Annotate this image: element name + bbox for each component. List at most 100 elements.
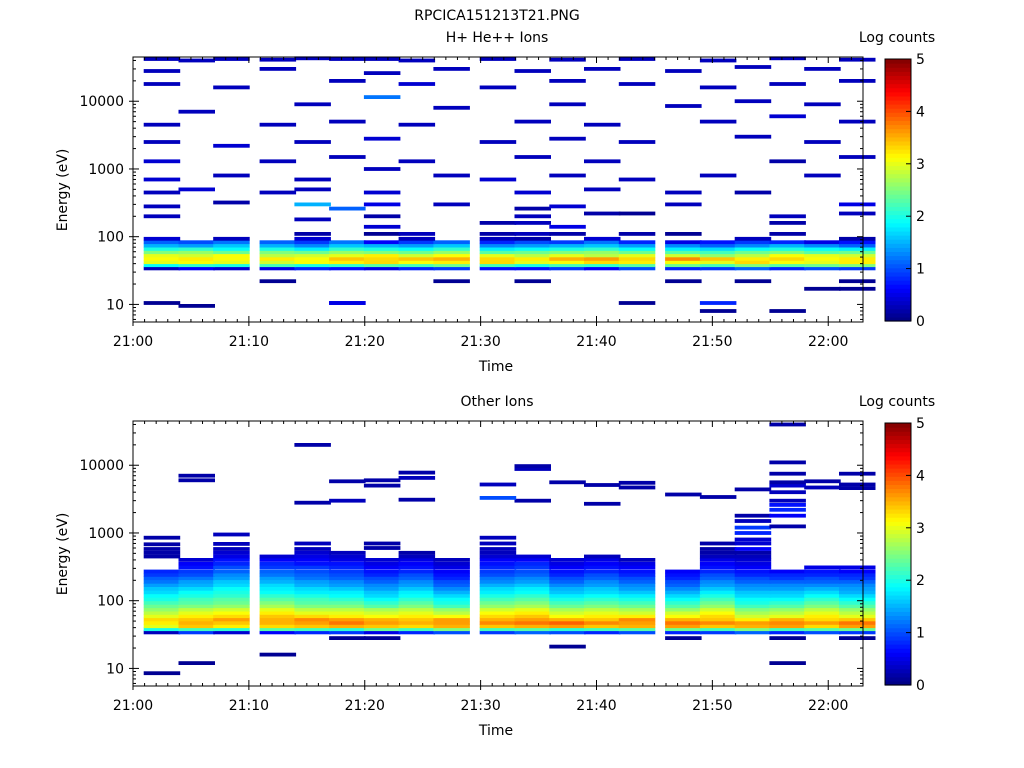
heatmap-cell xyxy=(398,597,436,602)
heatmap-cell xyxy=(769,524,806,529)
heatmap-cell xyxy=(839,630,876,635)
heatmap-cell xyxy=(329,57,366,61)
heatmap-cell xyxy=(363,617,401,622)
heatmap-cell xyxy=(143,671,181,676)
heatmap-cell xyxy=(479,558,517,562)
heatmap-cell xyxy=(433,607,470,612)
heatmap-cell xyxy=(259,630,297,635)
heatmap-cell xyxy=(363,483,401,488)
y-tick-label: 100 xyxy=(97,230,124,246)
heatmap-cell xyxy=(329,79,366,83)
heatmap-cell xyxy=(294,250,331,255)
heatmap-cell xyxy=(665,586,702,591)
heatmap-cell xyxy=(665,611,702,615)
heatmap-cell xyxy=(398,240,436,245)
heatmap-cell xyxy=(433,279,470,284)
heatmap-cell xyxy=(294,561,331,566)
heatmap-cell xyxy=(178,109,215,114)
colorbar-segment xyxy=(885,500,911,506)
heatmap-cell xyxy=(514,221,551,225)
heatmap-cell xyxy=(769,232,806,236)
colorbar-segment xyxy=(885,230,911,236)
heatmap-cell xyxy=(213,200,250,205)
heatmap-cell xyxy=(804,627,841,632)
heatmap-cell xyxy=(514,263,551,268)
heatmap-cell xyxy=(479,236,517,241)
heatmap-cell xyxy=(259,159,297,164)
heatmap-cell xyxy=(294,260,331,265)
heatmap-cell xyxy=(839,614,876,619)
heatmap-cell xyxy=(734,565,772,570)
colorbar-segment xyxy=(885,631,911,637)
heatmap-cell xyxy=(699,604,737,609)
heatmap-cell xyxy=(363,478,401,483)
heatmap-cell xyxy=(769,586,806,591)
heatmap-cell xyxy=(294,593,331,598)
heatmap-cell xyxy=(839,600,876,605)
heatmap-cell xyxy=(479,630,517,635)
heatmap-cell xyxy=(178,473,215,478)
x-tick-label: 21:00 xyxy=(113,698,153,714)
colorbar-segment xyxy=(885,545,911,551)
heatmap-cell xyxy=(584,554,621,559)
colorbar-frame xyxy=(884,58,912,322)
heatmap-cell xyxy=(143,204,181,209)
heatmap-cell xyxy=(699,85,737,90)
heatmap-cell xyxy=(294,187,331,192)
heatmap-cell xyxy=(178,253,215,258)
colorbar-segment xyxy=(885,586,911,592)
heatmap-cell xyxy=(479,590,517,595)
heatmap-cell xyxy=(734,263,772,268)
heatmap-cell xyxy=(769,460,806,465)
heatmap-cell xyxy=(584,187,621,192)
heatmap-cell xyxy=(769,82,806,86)
heatmap-cell xyxy=(804,102,841,107)
heatmap-cell xyxy=(699,624,737,629)
heatmap-cell xyxy=(584,627,621,632)
y-tick-label: 10 xyxy=(106,661,124,677)
heatmap-cell xyxy=(143,579,181,584)
heatmap-cell xyxy=(479,250,517,255)
heatmap-cell xyxy=(618,232,656,236)
heatmap-cell xyxy=(213,617,250,622)
heatmap-cell xyxy=(363,136,401,141)
heatmap-cell xyxy=(699,600,737,605)
heatmap-cell xyxy=(363,266,401,271)
colorbar: 0 1 2 3 4 5 xyxy=(884,416,925,694)
heatmap-cell xyxy=(618,627,656,632)
heatmap-cell xyxy=(734,583,772,587)
heatmap-cell xyxy=(143,253,181,258)
heatmap-cell xyxy=(734,513,772,518)
heatmap-cell xyxy=(213,597,250,602)
heatmap-cell xyxy=(734,134,772,139)
heatmap-cell xyxy=(143,607,181,612)
heatmap-cell xyxy=(479,569,517,574)
heatmap-cell xyxy=(769,309,806,313)
heatmap-cell xyxy=(259,579,297,584)
heatmap-cell xyxy=(398,593,436,598)
heatmap-cell xyxy=(329,266,366,271)
heatmap-cell xyxy=(514,279,551,284)
heatmap-cell xyxy=(584,607,621,612)
heatmap-cell xyxy=(178,266,215,271)
heatmap-cell xyxy=(734,604,772,609)
colorbar-segment xyxy=(885,255,911,261)
heatmap-cell xyxy=(549,565,586,570)
colorbar-segment xyxy=(885,529,911,535)
heatmap-cell xyxy=(618,140,656,144)
heatmap-cell xyxy=(213,600,250,605)
heatmap-cell xyxy=(618,480,656,485)
heatmap-cell xyxy=(549,204,586,209)
heatmap-cell xyxy=(479,263,517,268)
colorbar-segment xyxy=(885,451,911,457)
heatmap-cell xyxy=(294,607,331,612)
heatmap-cell xyxy=(699,173,737,178)
heatmap-cell xyxy=(734,240,772,245)
heatmap-cell xyxy=(479,177,517,182)
heatmap-cell xyxy=(584,257,621,261)
heatmap-cell xyxy=(734,573,772,577)
heatmap-cell xyxy=(143,590,181,595)
heatmap-cell xyxy=(804,607,841,612)
heatmap-cell xyxy=(734,554,772,559)
heatmap-cell xyxy=(433,593,470,598)
